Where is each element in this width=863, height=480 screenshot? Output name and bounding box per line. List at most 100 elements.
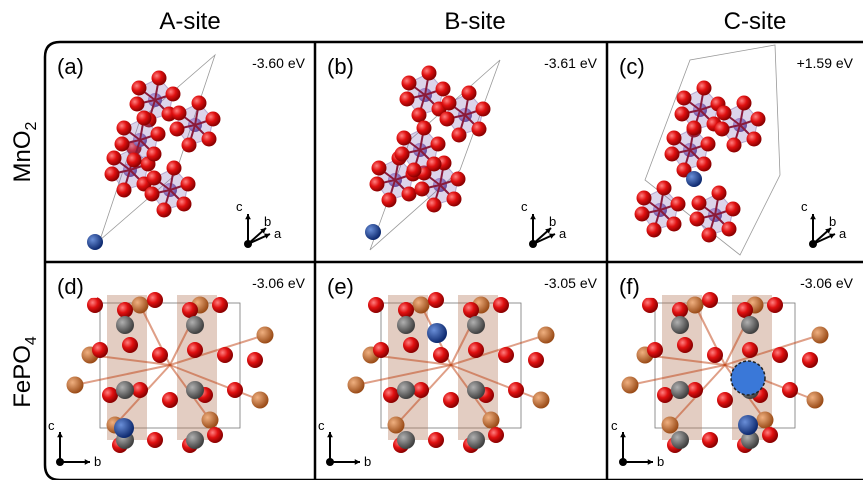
li-atom <box>427 323 447 343</box>
li-atom <box>114 418 134 438</box>
panel-label: (d) <box>57 274 84 299</box>
p-atom <box>687 297 704 314</box>
row-label-sub: 4 <box>23 336 40 345</box>
o-atom <box>762 427 778 443</box>
o-atom <box>400 92 415 107</box>
o-atom <box>667 131 682 146</box>
o-atom <box>742 342 758 358</box>
o-atom <box>172 106 187 121</box>
o-atom <box>672 302 688 318</box>
o-atom <box>722 222 737 237</box>
panel-label: (a) <box>57 54 84 79</box>
o-atom <box>488 427 504 443</box>
row-label: MnO2 <box>9 121 40 182</box>
axis-label: b <box>94 454 101 469</box>
vacancy <box>731 361 765 395</box>
o-atom <box>117 121 132 136</box>
o-atom <box>697 81 712 96</box>
o-atom <box>152 71 167 86</box>
o-atom <box>206 112 221 127</box>
column-header: B-site <box>444 8 505 35</box>
axis-label: c <box>801 199 808 214</box>
o-atom <box>772 347 788 363</box>
o-atom <box>402 187 417 202</box>
o-atom <box>373 342 389 358</box>
o-atom <box>162 392 178 408</box>
o-atom <box>227 382 243 398</box>
arrow-head <box>57 432 63 437</box>
o-atom <box>217 347 233 363</box>
fe-atom <box>467 431 485 449</box>
o-atom <box>166 87 181 102</box>
o-atom <box>368 297 384 313</box>
o-atom <box>665 147 680 162</box>
o-atom <box>132 81 147 96</box>
row-label: FePO4 <box>9 336 40 408</box>
o-atom <box>717 106 732 121</box>
o-atom <box>687 121 702 136</box>
o-atom <box>130 97 145 112</box>
o-atom <box>690 212 705 227</box>
o-atom <box>147 432 163 448</box>
fe-atom <box>186 316 204 334</box>
fe-atom <box>186 431 204 449</box>
o-atom <box>207 427 223 443</box>
arrow-head <box>810 214 816 219</box>
o-atom <box>87 297 103 313</box>
p-atom <box>662 417 679 434</box>
o-atom <box>657 181 672 196</box>
o-atom <box>115 137 130 152</box>
fe-atom <box>741 316 759 334</box>
o-atom <box>157 203 172 218</box>
o-atom <box>508 382 524 398</box>
axis-label: a <box>274 226 282 241</box>
o-atom <box>431 137 446 152</box>
o-atom <box>152 347 168 363</box>
figure: A-site B-site C-site MnO2 FePO4 (a)-3.60… <box>0 0 863 480</box>
panel-energy: -3.61 eV <box>544 55 598 71</box>
fe-atom <box>186 381 204 399</box>
panel-label: (e) <box>327 274 354 299</box>
fe-atom <box>116 316 134 334</box>
o-atom <box>657 387 673 403</box>
o-atom <box>635 207 650 222</box>
o-atom <box>382 193 397 208</box>
panel-energy: -3.05 eV <box>544 275 598 291</box>
o-atom <box>727 138 742 153</box>
axis-label: c <box>611 418 618 433</box>
li-atom <box>365 224 381 240</box>
o-atom <box>397 131 412 146</box>
o-atom <box>145 187 160 202</box>
panel-label: (b) <box>327 54 354 79</box>
o-atom <box>767 297 783 313</box>
o-atom <box>415 182 430 197</box>
o-atom <box>451 172 466 187</box>
o-atom <box>370 177 385 192</box>
o-atom <box>737 96 752 111</box>
o-atom <box>182 138 197 153</box>
fe-atom <box>467 381 485 399</box>
row-label-sub: 2 <box>23 121 40 130</box>
o-atom <box>528 352 544 368</box>
o-atom <box>702 228 717 243</box>
p-atom <box>757 412 774 429</box>
arrow-head <box>327 432 333 437</box>
p-atom <box>538 327 555 344</box>
o-atom <box>498 347 514 363</box>
arrow-head <box>620 432 626 437</box>
structures <box>67 45 829 453</box>
fe-atom <box>671 431 689 449</box>
axis-label: a <box>839 226 847 241</box>
o-atom <box>383 387 399 403</box>
o-atom <box>472 122 487 137</box>
fe-atom <box>397 316 415 334</box>
o-atom <box>428 292 444 308</box>
axis-label: b <box>264 214 271 229</box>
p-atom <box>132 297 149 314</box>
p-atom <box>622 377 639 394</box>
li-atom <box>686 171 702 187</box>
o-atom <box>647 342 663 358</box>
o-atom <box>476 102 491 117</box>
p-atom <box>202 412 219 429</box>
o-atom <box>187 342 203 358</box>
